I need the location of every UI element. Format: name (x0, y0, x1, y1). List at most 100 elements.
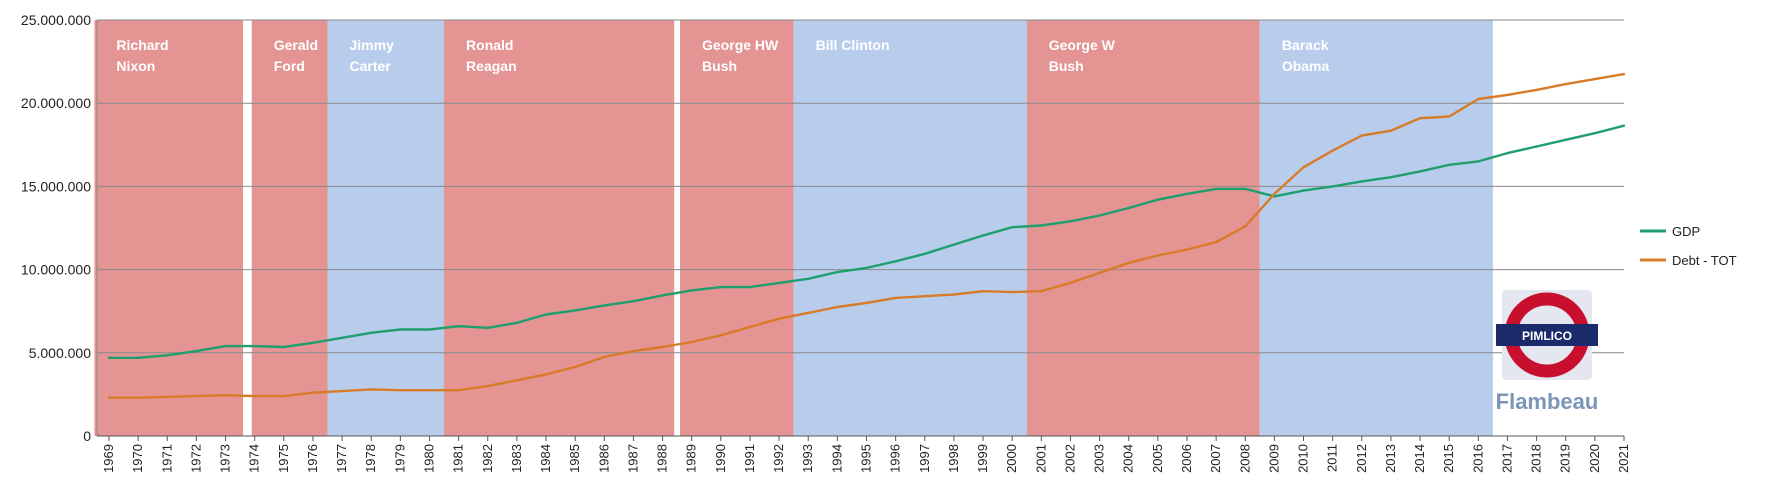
data-point-gdp (981, 234, 985, 237)
band-bill-clinton (793, 20, 1027, 436)
y-tick-label: 15.000.000 (21, 178, 91, 194)
x-tick-label: 1977 (334, 444, 349, 473)
data-point-gdp (632, 300, 635, 303)
x-tick-label: 2007 (1208, 444, 1223, 473)
president-label-richard-nixon: Nixon (116, 58, 155, 74)
data-point-gdp (195, 349, 198, 353)
data-point-debt-tot (1360, 134, 1364, 137)
data-point-debt-tot (632, 349, 635, 353)
y-tick-label: 10.000.000 (21, 262, 91, 278)
x-tick-label: 2020 (1587, 444, 1602, 473)
x-tick-label: 2018 (1529, 444, 1544, 473)
data-point-debt-tot (952, 293, 956, 296)
x-tick-label: 2000 (1004, 444, 1019, 473)
data-point-gdp (399, 328, 402, 331)
data-point-gdp (457, 325, 460, 328)
data-point-gdp (311, 341, 315, 344)
data-point-debt-tot (1564, 82, 1567, 86)
data-point-gdp (748, 285, 752, 289)
data-point-gdp (661, 294, 664, 297)
president-label-barack-obama: Obama (1282, 58, 1330, 74)
data-point-gdp (370, 331, 373, 334)
x-tick-label: 1972 (188, 444, 203, 473)
data-point-debt-tot (166, 395, 169, 399)
data-point-gdp (865, 266, 868, 270)
data-point-gdp (777, 281, 781, 285)
data-point-gdp (1331, 185, 1334, 188)
data-point-gdp (1535, 145, 1538, 148)
legend-label-gdp: GDP (1672, 224, 1700, 239)
data-point-debt-tot (1156, 254, 1160, 257)
x-tick-label: 1980 (421, 444, 436, 473)
data-point-debt-tot (923, 295, 926, 298)
x-tick-label: 1999 (975, 444, 990, 473)
x-tick-label: 1990 (713, 444, 728, 473)
x-tick-label: 2009 (1266, 444, 1281, 473)
data-point-debt-tot (399, 389, 402, 392)
president-label-george-hw-bush: George HW (702, 37, 779, 53)
data-point-gdp (1098, 214, 1101, 217)
band-ronald-reagan (444, 20, 675, 436)
data-series (107, 72, 1626, 399)
president-label-george-hw-bush: Bush (702, 58, 737, 74)
data-point-gdp (282, 345, 285, 349)
data-point-debt-tot (195, 394, 198, 398)
data-point-gdp (1011, 226, 1014, 229)
x-tick-label: 1989 (684, 444, 699, 473)
x-tick-label: 2021 (1616, 444, 1631, 473)
x-tick-label: 1998 (946, 444, 961, 473)
data-point-debt-tot (544, 373, 548, 376)
data-point-gdp (544, 313, 548, 316)
x-tick-label: 1981 (451, 444, 466, 473)
president-label-bill-clinton: Bill Clinton (816, 37, 890, 53)
data-point-gdp (1506, 151, 1509, 155)
pimlico-flambeau-logo: PIMLICO Flambeau (1496, 290, 1598, 414)
data-point-debt-tot (486, 384, 489, 388)
y-tick-label: 20.000.000 (21, 95, 91, 111)
x-axis: 1969 1970 1971 1972 1973 1974 1975 1976 1977 1978… (97, 435, 1631, 473)
x-tick-label: 1978 (363, 444, 378, 473)
y-tick-label: 25.000.000 (21, 12, 91, 28)
data-point-gdp (224, 344, 227, 348)
president-label-gerald-ford: Ford (274, 58, 305, 74)
data-point-gdp (1302, 189, 1305, 192)
data-point-gdp (894, 260, 897, 263)
x-tick-label: 1986 (596, 444, 611, 473)
x-tick-label: 2011 (1325, 444, 1340, 472)
president-label-ronald-reagan: Reagan (466, 58, 517, 74)
x-tick-label: 1973 (218, 444, 233, 473)
data-point-gdp (1214, 187, 1218, 191)
x-tick-label: 2004 (1121, 444, 1136, 473)
x-tick-label: 2016 (1470, 444, 1485, 473)
x-tick-label: 2006 (1179, 444, 1194, 473)
y-tick-label: 0 (83, 428, 91, 444)
president-label-richard-nixon: Richard (116, 37, 168, 53)
x-tick-label: 2003 (1092, 444, 1107, 473)
data-point-debt-tot (311, 391, 315, 394)
x-tick-label: 1983 (509, 444, 524, 473)
president-label-jimmy-carter: Carter (350, 58, 392, 74)
x-tick-label: 2015 (1441, 444, 1456, 473)
x-tick-label: 1979 (392, 444, 407, 473)
data-point-gdp (340, 336, 344, 339)
band-barack-obama (1259, 20, 1493, 436)
y-axis: 0 5.000.000 10.000.000 15.000.000 20.000.000… (21, 12, 98, 444)
data-point-gdp (1418, 170, 1422, 173)
president-label-jimmy-carter: Jimmy (350, 37, 395, 53)
data-point-debt-tot (1506, 93, 1509, 97)
x-tick-label: 1971 (159, 444, 174, 473)
data-point-gdp (1244, 187, 1247, 191)
x-tick-label: 1982 (480, 444, 495, 473)
data-point-gdp (1040, 224, 1043, 227)
x-tick-label: 1997 (917, 444, 932, 473)
data-point-debt-tot (1040, 290, 1043, 293)
data-point-gdp (166, 354, 169, 357)
data-point-debt-tot (894, 296, 897, 300)
x-tick-label: 2019 (1558, 444, 1573, 473)
data-point-debt-tot (515, 379, 519, 382)
data-point-debt-tot (282, 394, 285, 398)
data-point-debt-tot (1273, 192, 1276, 196)
data-point-gdp (1127, 206, 1130, 210)
x-tick-label: 1985 (567, 444, 582, 473)
